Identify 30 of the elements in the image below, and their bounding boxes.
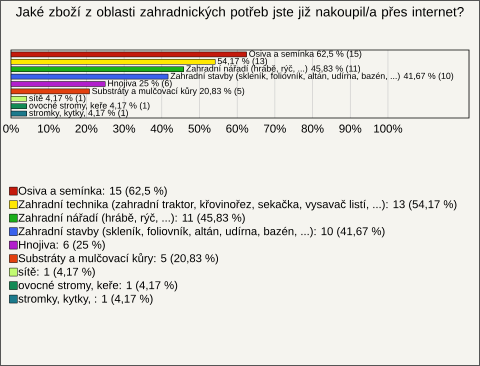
x-tick-label: 80%: [302, 124, 324, 133]
legend-label: Zahradní technika (zahradní traktor, křovinořez, sekačka, vysavač listí, ...): 13 (54,17 %): [18, 200, 456, 210]
x-tick-label: 90%: [339, 124, 362, 133]
data-label: stromky, kytky, 4,17 % (1): [29, 109, 128, 118]
x-tick-label: 40%: [150, 124, 173, 133]
x-tick-label: 60%: [226, 124, 248, 133]
legend-label: Zahradní stavby (skleník, foliovník, altán, udírna, bazén, ...): 10 (41,67 %): [18, 226, 385, 238]
x-tick-label: 50%: [188, 124, 211, 133]
data-label: ovocné stromy, keře 4,17 % (1): [29, 102, 150, 110]
data-label: sítě 4,17 % (1): [29, 94, 86, 103]
data-label: Hnojiva 25 % (6): [108, 80, 172, 88]
legend-label: stromky, kytky, : 1 (4,17 %): [18, 294, 153, 305]
data-label: Zahradní nářadí (hrábě, rýč, ...) 45,83 % (11): [186, 65, 360, 74]
legend-label: Hnojiva: 6 (25 %): [19, 240, 105, 251]
legend-label: sítě: 1 (4,17 %): [18, 267, 95, 278]
x-tick-label: 0%: [3, 124, 19, 133]
x-tick-label: 20%: [76, 124, 98, 133]
data-label: 54,17 % (13): [218, 58, 268, 66]
legend-label: ovocné stromy, keře: 1 (4,17 %): [18, 280, 178, 292]
legend-label: Osiva a semínka: 15 (62,5 %): [18, 186, 167, 197]
chart-title: Jaké zboží z oblasti zahradnických potřeb jste již nakoupil/a přes internet?: [16, 6, 464, 20]
data-label: Substráty a mulčovací kůry 20,83 % (5): [92, 86, 244, 96]
data-label: Zahradní stavby (skleník, foliovník, altán, udírna, bazén, ...) 41,67 % (10): [170, 72, 454, 81]
legend-label: Zahradní nářadí (hrábě, rýč, ...): 11 (45,83 %): [18, 213, 245, 224]
x-tick-label: 30%: [113, 124, 136, 133]
x-tick-label: 100%: [374, 124, 402, 133]
x-tick-label: 70%: [264, 124, 286, 133]
x-tick-label: 10%: [38, 124, 60, 133]
legend-label: Substráty a mulčovací kůry: 5 (20,83 %): [18, 253, 218, 264]
data-label: Osiva a semínka 62,5 % (15): [249, 50, 362, 59]
